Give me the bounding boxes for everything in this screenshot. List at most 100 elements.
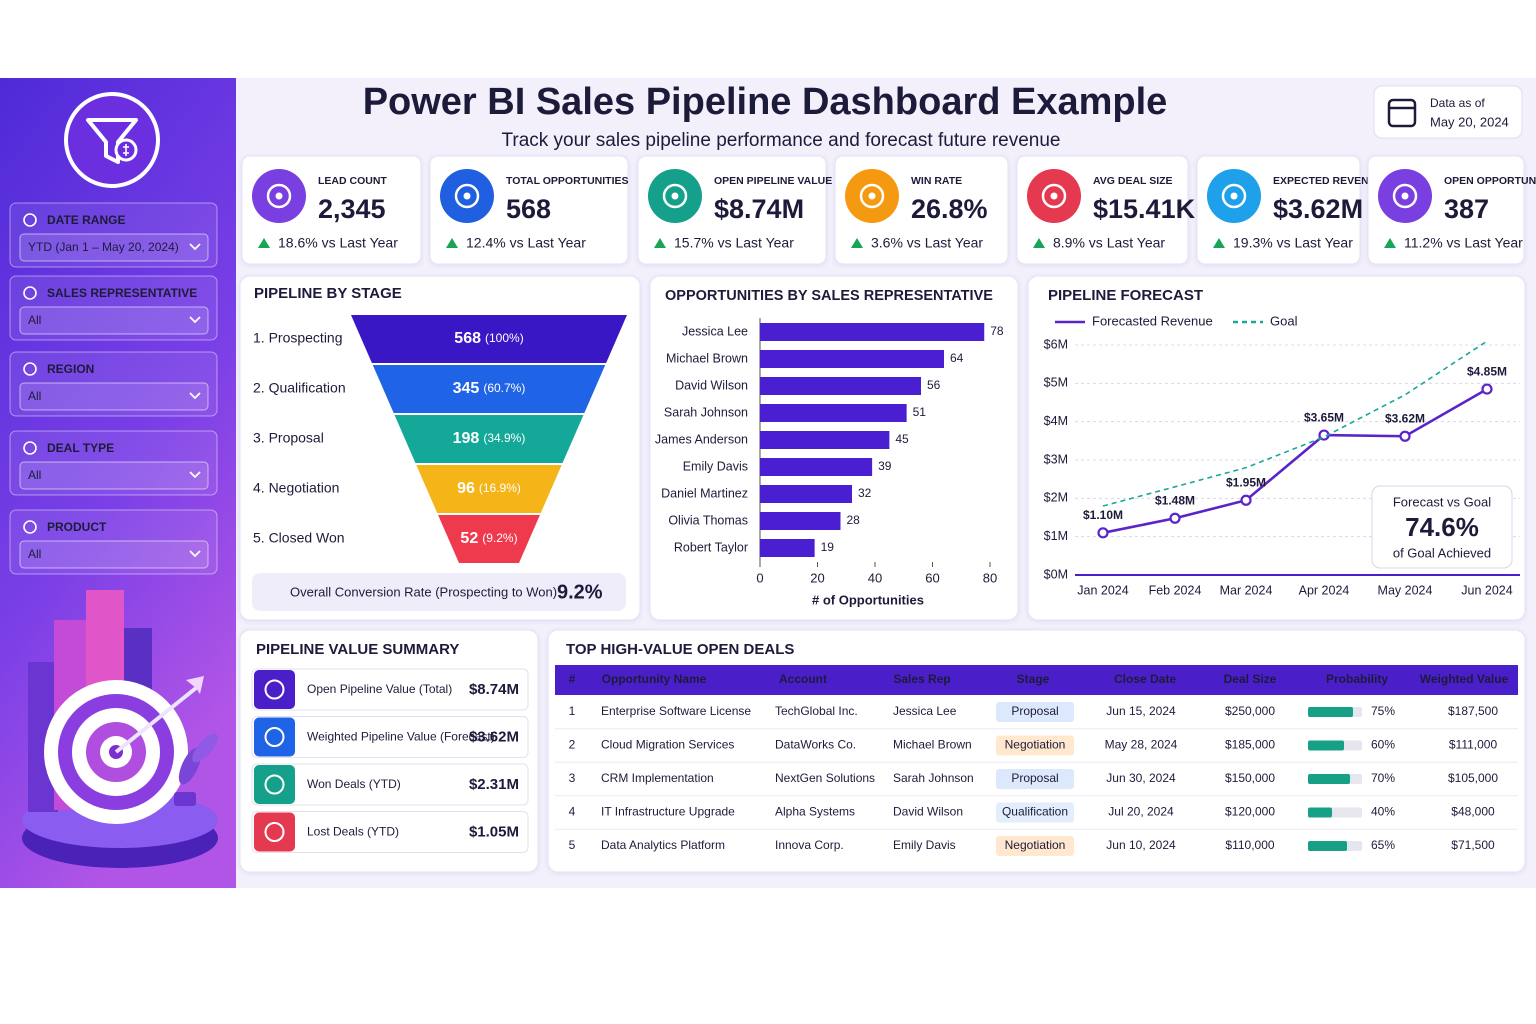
kpi-icon-glyph <box>1050 192 1058 200</box>
kpi-value: 26.8% <box>911 194 988 224</box>
date-label: Data as of <box>1430 96 1485 110</box>
stage-count: 568 <box>454 330 481 347</box>
filter-value: All <box>28 547 41 561</box>
filter-value: All <box>28 389 41 403</box>
stage-count: 52 <box>460 530 478 547</box>
probability-label: 40% <box>1371 805 1395 819</box>
bar <box>760 431 890 449</box>
table-cell: $110,000 <box>1225 838 1274 852</box>
table-cell: 3 <box>569 771 576 785</box>
table-cell: Jun 10, 2024 <box>1106 838 1176 852</box>
filter-value: All <box>28 468 41 482</box>
stage-percent: (9.2%) <box>482 531 517 545</box>
stage-count: 96 <box>457 480 475 497</box>
y-tick-label: $5M <box>1044 376 1068 390</box>
filter-label: REGION <box>47 362 94 376</box>
funnel-stage <box>416 465 562 513</box>
table-cell: $250,000 <box>1225 704 1275 718</box>
column-header: Stage <box>1017 672 1050 686</box>
kpi-icon-glyph <box>1401 192 1409 200</box>
point <box>1399 430 1411 442</box>
kpi-label: AVG DEAL SIZE <box>1093 175 1173 187</box>
kpi-label: EXPECTED REVENUE <box>1273 175 1383 187</box>
stage-text: Qualification <box>1002 805 1068 819</box>
probability-bar <box>1308 841 1347 851</box>
column-header: Weighted Value <box>1420 672 1509 686</box>
y-tick-label: $2M <box>1044 491 1068 505</box>
summary-icon <box>254 717 295 757</box>
kpi-label: OPEN OPPORTUNITIES <box>1444 175 1536 187</box>
calendar-icon <box>1387 98 1417 128</box>
stage-percent: (34.9%) <box>483 431 525 445</box>
title: Power BI Sales Pipeline Dashboard Exampl… <box>363 81 1168 123</box>
filter-value: All <box>28 313 41 327</box>
column-header: Sales Rep <box>893 672 950 686</box>
filter-label: DEAL TYPE <box>47 441 114 455</box>
filter-dropdown[interactable] <box>19 306 209 335</box>
panel-title: OPPORTUNITIES BY SALES REPRESENTATIVE <box>665 288 993 304</box>
bar <box>760 458 873 476</box>
table-cell: IT Infrastructure Upgrade <box>601 805 735 819</box>
filter-dropdown[interactable] <box>19 540 209 569</box>
category-label: David Wilson <box>675 378 748 392</box>
stage-percent: (16.9%) <box>479 481 521 495</box>
annotation-title: Forecast vs Goal <box>1393 494 1491 509</box>
y-tick-label: $3M <box>1044 452 1068 466</box>
chevron <box>189 316 201 324</box>
summary-value: $3.62M <box>469 728 519 745</box>
value-label: $4.85M <box>1467 364 1507 378</box>
summary-value: $8.74M <box>469 681 519 698</box>
kpi-change: 12.4% vs Last Year <box>466 235 586 251</box>
bar <box>760 539 815 557</box>
filter-value: YTD (Jan 1 – May 20, 2024) <box>28 240 179 254</box>
filter-dropdown[interactable] <box>19 382 209 411</box>
stage-count: 198 <box>453 430 480 447</box>
kpi-change: 15.7% vs Last Year <box>674 235 794 251</box>
x-axis-label: # of Opportunities <box>812 592 924 607</box>
value-label: 39 <box>878 459 892 473</box>
y-tick-label: $0M <box>1044 567 1068 581</box>
bar <box>760 350 944 368</box>
subtitle: Track your sales pipeline performance an… <box>501 130 1060 151</box>
annotation-box <box>1371 485 1513 569</box>
table-cell: 5 <box>569 838 576 852</box>
filter-box <box>9 509 218 575</box>
table-cell: Sarah Johnson <box>893 771 974 785</box>
up-arrow <box>1384 238 1396 248</box>
table-cell: $48,000 <box>1451 805 1495 819</box>
table-cell: May 28, 2024 <box>1105 738 1178 752</box>
kpi-change: 8.9% vs Last Year <box>1053 235 1165 251</box>
table-cell: Innova Corp. <box>775 838 844 852</box>
summary-value: $1.05M <box>469 823 519 840</box>
summary-label: Open Pipeline Value (Total) <box>307 682 452 696</box>
kpi-icon-glyph <box>1230 192 1238 200</box>
x-tick-label: 80 <box>983 570 997 585</box>
table-cell: Cloud Migration Services <box>601 738 734 752</box>
column-header: Probability <box>1326 672 1388 686</box>
filter-icon <box>23 213 37 227</box>
filter-dropdown[interactable] <box>19 233 209 262</box>
category-label: Sarah Johnson <box>664 405 748 419</box>
stage-value: 568 (100%) <box>454 330 523 347</box>
filter-label: PRODUCT <box>47 520 107 534</box>
value-label: $3.65M <box>1304 410 1344 424</box>
chevron <box>189 392 201 400</box>
kpi-change: 3.6% vs Last Year <box>871 235 983 251</box>
stage-value: 96 (16.9%) <box>457 480 521 497</box>
up-arrow <box>258 238 270 248</box>
summary-item <box>251 811 529 853</box>
table-cell: $185,000 <box>1225 738 1275 752</box>
table-cell: Jessica Lee <box>893 704 957 718</box>
category-label: James Anderson <box>655 432 748 446</box>
value-label: 32 <box>858 486 872 500</box>
value-label: 19 <box>821 540 835 554</box>
filter-icon <box>23 362 37 376</box>
kpi-label: WIN RATE <box>911 175 962 187</box>
kpi-change: 18.6% vs Last Year <box>278 235 398 251</box>
table-cell: $150,000 <box>1225 771 1275 785</box>
category-label: Daniel Martinez <box>661 486 748 500</box>
value-label: 51 <box>913 405 927 419</box>
filter-dropdown[interactable] <box>19 461 209 490</box>
